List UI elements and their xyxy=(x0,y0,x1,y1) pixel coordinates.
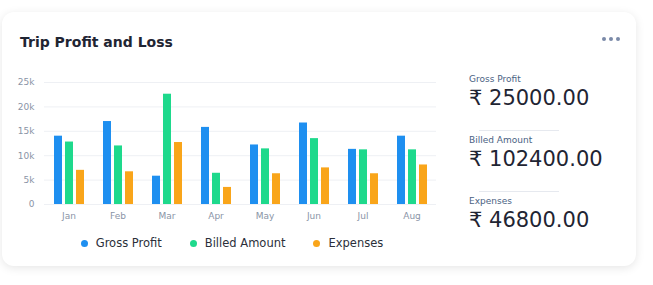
svg-text:Jun: Jun xyxy=(306,211,321,221)
svg-text:May: May xyxy=(256,211,275,221)
html-text:₹ 46800.00: ₹ 46800.00 xyxy=(469,208,590,232)
svg-text:Apr: Apr xyxy=(208,211,224,221)
html-text:Billed Amount: Billed Amount xyxy=(469,135,533,145)
svg-text:Mar: Mar xyxy=(159,211,176,221)
svg-text:Jul: Jul xyxy=(357,211,369,221)
html-text:Expenses: Expenses xyxy=(469,196,512,206)
html-text:Gross Profit: Gross Profit xyxy=(469,74,521,84)
html-text:Billed Amount: Billed Amount xyxy=(204,236,286,250)
svg-text:25k: 25k xyxy=(18,77,35,87)
html-text:₹ 102400.00: ₹ 102400.00 xyxy=(469,147,603,171)
svg-text:Jan: Jan xyxy=(61,211,76,221)
html-text:Trip Profit and Loss: Trip Profit and Loss xyxy=(20,34,173,50)
html-text:Gross Profit: Gross Profit xyxy=(95,236,162,250)
svg-text:Aug: Aug xyxy=(403,211,421,221)
svg-text:15k: 15k xyxy=(18,126,35,136)
svg-text:0: 0 xyxy=(29,199,35,209)
svg-text:20k: 20k xyxy=(18,102,35,112)
html-text:Expenses: Expenses xyxy=(328,236,384,250)
svg-text:10k: 10k xyxy=(18,151,35,161)
svg-text:5k: 5k xyxy=(24,175,36,185)
svg-text:Feb: Feb xyxy=(110,211,126,221)
html-text:₹ 25000.00: ₹ 25000.00 xyxy=(469,86,590,110)
